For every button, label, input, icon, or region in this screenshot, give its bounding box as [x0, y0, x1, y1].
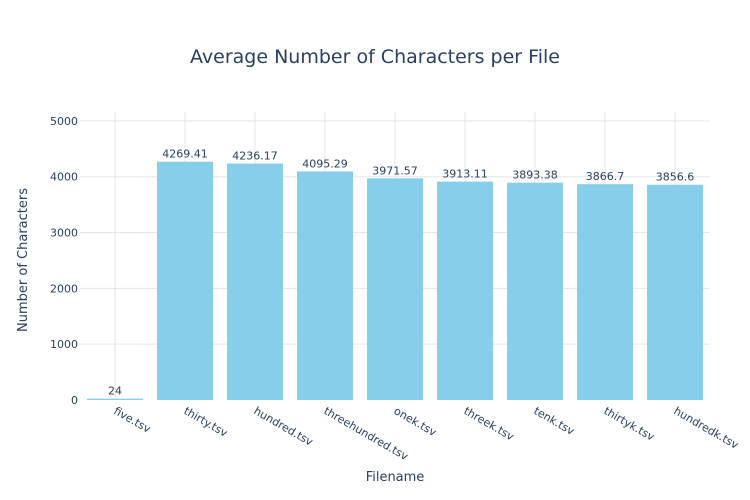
y-tick-label: 1000 — [50, 338, 78, 351]
x-tick-label: threek.tsv — [462, 404, 517, 443]
y-tick-label: 2000 — [50, 282, 78, 295]
bar — [227, 163, 283, 400]
chart-title: Average Number of Characters per File — [190, 46, 560, 68]
x-tick-label: thirty.tsv — [182, 404, 231, 440]
x-axis-ticks: five.tsv thirty.tsv hundred.tsv threehundre… — [112, 404, 742, 463]
bars — [87, 161, 703, 400]
x-tick-label: onek.tsv — [392, 404, 440, 439]
bar-value-label: 3893.38 — [512, 169, 558, 182]
x-tick-label: five.tsv — [112, 404, 154, 436]
bar — [507, 182, 563, 400]
bar — [367, 178, 423, 400]
bar-value-label: 3856.6 — [656, 171, 695, 184]
bar-value-label: 3866.7 — [586, 170, 625, 183]
bar-value-label: 4269.41 — [162, 148, 208, 161]
x-tick-label: tenk.tsv — [532, 404, 577, 438]
bar-value-label: 4236.17 — [232, 150, 278, 163]
bar — [297, 171, 353, 400]
bar-value-label: 3971.57 — [372, 164, 418, 177]
x-tick-label: hundred.tsv — [252, 404, 316, 448]
y-tick-label: 0 — [71, 394, 78, 407]
x-tick-label: thirtyk.tsv — [602, 404, 658, 444]
bar-value-label: 24 — [108, 385, 122, 398]
bar-value-label: 3913.11 — [442, 168, 488, 181]
y-tick-label: 5000 — [50, 115, 78, 128]
bar — [87, 398, 143, 400]
y-tick-label: 3000 — [50, 227, 78, 240]
y-axis-ticks: 0 1000 2000 3000 4000 5000 — [50, 115, 78, 407]
bar — [647, 184, 703, 400]
bar — [157, 161, 213, 400]
bar-value-labels: 24 4269.41 4236.17 4095.29 3971.57 3913.11 389… — [108, 148, 694, 398]
bar-value-label: 4095.29 — [302, 157, 348, 170]
x-tick-label: hundredk.tsv — [672, 404, 742, 452]
y-axis-title: Number of Characters — [16, 188, 31, 332]
x-axis-title: Filename — [366, 470, 425, 485]
y-tick-label: 4000 — [50, 171, 78, 184]
bar — [577, 184, 633, 400]
bar — [437, 181, 493, 400]
